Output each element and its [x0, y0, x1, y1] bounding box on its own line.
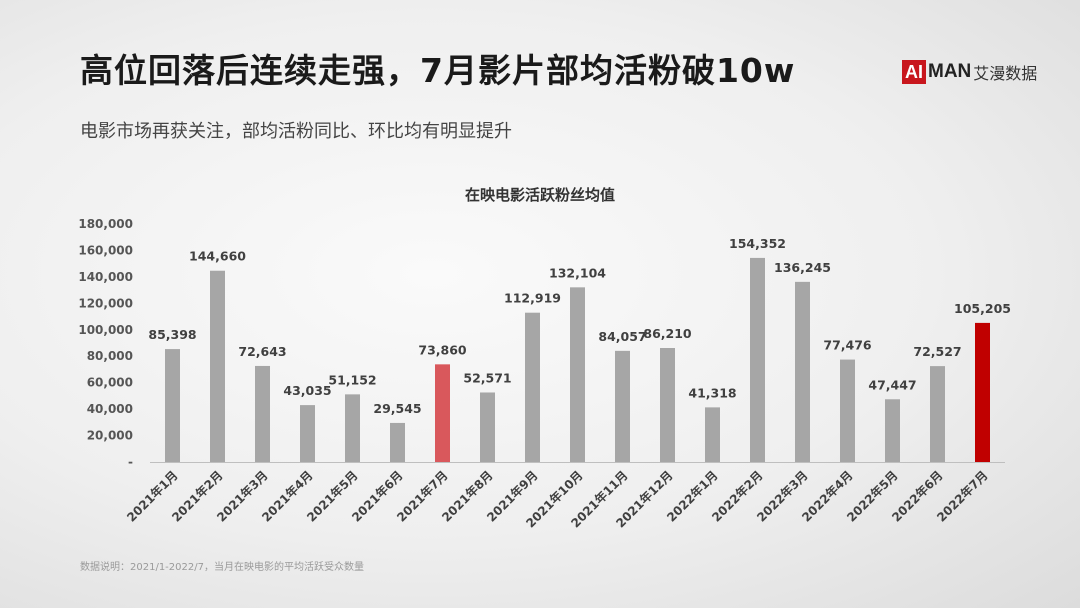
data-label: 86,210: [643, 326, 692, 341]
bar: [975, 322, 990, 462]
data-label: 154,352: [729, 236, 786, 251]
data-label: 112,919: [504, 291, 561, 306]
y-tick-label: 140,000: [78, 270, 133, 284]
data-label: 73,860: [418, 342, 467, 357]
bar: [525, 312, 540, 462]
footnote: 数据说明：2021/1-2022/7，当月在映电影的平均活跃受众数量: [80, 562, 364, 573]
data-label: 136,245: [774, 260, 831, 275]
y-tick-label: 80,000: [87, 349, 133, 363]
data-label: 84,057: [598, 329, 646, 344]
logo-cn-text: 艾漫数据: [973, 64, 1038, 83]
brand-logo: AI MAN 艾漫数据: [902, 60, 1037, 84]
bar: [390, 422, 405, 462]
data-label: 47,447: [868, 377, 916, 392]
bar: [210, 270, 225, 462]
data-label: 132,104: [549, 265, 606, 280]
bar: [480, 392, 495, 462]
y-tick-label: 40,000: [87, 402, 133, 416]
bar: [165, 349, 180, 462]
data-label: 52,571: [463, 370, 511, 385]
bar: [255, 365, 270, 462]
data-label: 72,643: [238, 344, 286, 359]
bar: [435, 364, 450, 462]
bar: [930, 366, 945, 462]
logo-ai-text: AI: [902, 60, 926, 84]
data-label: 144,660: [189, 249, 246, 264]
y-tick-label: 20,000: [87, 429, 133, 443]
data-label: 72,527: [913, 344, 961, 359]
bar: [660, 348, 675, 462]
bar: [615, 350, 630, 462]
y-tick-label: 120,000: [78, 296, 133, 310]
data-label: 77,476: [823, 338, 872, 353]
data-label: 105,205: [954, 301, 1011, 316]
data-label: 29,545: [373, 401, 421, 416]
y-tick-label: -: [128, 455, 133, 469]
bar: [840, 359, 855, 462]
data-label: 43,035: [283, 383, 331, 398]
bar: [705, 407, 720, 462]
bar: [885, 399, 900, 462]
page-title: 高位回落后连续走强，7月影片部均活粉破10w: [80, 51, 796, 90]
data-label: 51,152: [328, 372, 376, 387]
data-label: 41,318: [688, 385, 736, 400]
bar: [570, 287, 585, 462]
y-tick-label: 100,000: [78, 323, 133, 337]
bar: [795, 281, 810, 462]
y-tick-label: 60,000: [87, 376, 133, 390]
bar: [300, 405, 315, 462]
page-subtitle: 电影市场再获关注，部均活粉同比、环比均有明显提升: [80, 121, 512, 142]
chart-title: 在映电影活跃粉丝均值: [464, 186, 615, 204]
y-tick-label: 180,000: [78, 217, 133, 231]
bar: [750, 257, 765, 462]
logo-man-text: MAN: [928, 61, 972, 82]
bar: [345, 394, 360, 462]
data-label: 85,398: [148, 327, 196, 342]
y-tick-label: 160,000: [78, 243, 133, 257]
